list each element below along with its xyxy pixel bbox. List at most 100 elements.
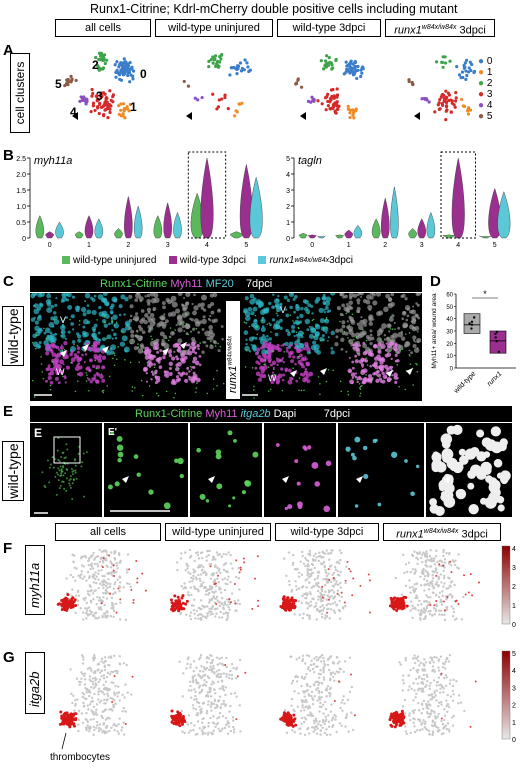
micrograph-tile bbox=[338, 423, 424, 517]
feature-point bbox=[99, 728, 103, 731]
expression-point bbox=[283, 598, 287, 602]
mf20-signal bbox=[143, 319, 148, 325]
feature-point bbox=[419, 610, 423, 613]
feature-point bbox=[92, 551, 95, 555]
umap-point bbox=[186, 84, 191, 88]
runx1-signal bbox=[35, 334, 38, 337]
feature-point bbox=[184, 551, 187, 554]
feature-point bbox=[222, 612, 226, 615]
runx1-signal bbox=[359, 392, 362, 395]
mf20-signal bbox=[291, 329, 296, 334]
runx1-signal bbox=[85, 372, 88, 374]
runx1-signal bbox=[245, 349, 248, 351]
feature-point bbox=[319, 597, 323, 601]
mf20-signal bbox=[38, 341, 42, 345]
mf20-signal bbox=[376, 337, 382, 343]
feature-point bbox=[77, 718, 81, 722]
feature-point bbox=[308, 617, 311, 621]
feature-point bbox=[416, 562, 419, 566]
feature-point bbox=[291, 679, 295, 683]
umap-point bbox=[81, 98, 85, 102]
myh11-signal bbox=[168, 367, 172, 371]
feature-point bbox=[197, 573, 200, 577]
mf20-signal bbox=[391, 314, 395, 318]
feature-point bbox=[404, 656, 407, 660]
myh11-signal bbox=[177, 346, 182, 350]
feature-point bbox=[106, 671, 110, 674]
feature-point bbox=[328, 678, 332, 682]
myh11-signal bbox=[143, 350, 149, 355]
feature-point bbox=[209, 716, 212, 720]
feature-point bbox=[97, 569, 101, 572]
expression-point bbox=[464, 593, 467, 596]
feature-point bbox=[230, 673, 234, 677]
runx1-signal bbox=[365, 373, 367, 376]
x-tick-label: 4 bbox=[456, 242, 460, 249]
feature-point bbox=[80, 573, 83, 576]
feature-point bbox=[94, 679, 97, 682]
feature-point bbox=[409, 591, 412, 594]
mf20-signal bbox=[93, 294, 97, 298]
feature-point bbox=[319, 729, 322, 732]
box bbox=[489, 330, 507, 354]
feature-point bbox=[82, 555, 85, 558]
feature-point bbox=[441, 665, 445, 669]
myh11-signal bbox=[261, 344, 266, 349]
mf20-signal bbox=[254, 324, 260, 331]
myh11-signal bbox=[156, 357, 161, 362]
myh11-signal bbox=[81, 353, 84, 357]
feature-point bbox=[324, 590, 327, 594]
feature-point bbox=[192, 660, 196, 663]
feature-point bbox=[84, 686, 87, 690]
feature-point bbox=[443, 561, 447, 564]
umap-point bbox=[460, 97, 464, 102]
feature-point bbox=[457, 553, 460, 556]
feature-point bbox=[70, 692, 73, 696]
expression-point bbox=[391, 606, 395, 610]
runx1-signal bbox=[62, 375, 64, 378]
mf20-signal bbox=[77, 338, 82, 343]
feature-point bbox=[118, 585, 121, 588]
mf20-signal bbox=[217, 308, 221, 313]
feature-point bbox=[411, 554, 415, 558]
expression-point bbox=[282, 711, 286, 715]
myh11-signal bbox=[197, 347, 200, 351]
runx1-signal bbox=[137, 343, 139, 345]
micrograph-region-label: W bbox=[56, 367, 65, 377]
feature-point bbox=[213, 608, 216, 611]
umap-point bbox=[209, 57, 213, 62]
mf20-signal bbox=[61, 296, 67, 302]
myh11-signal bbox=[359, 377, 363, 381]
feature-point bbox=[106, 694, 110, 698]
gene-label: myh11a bbox=[34, 155, 72, 167]
feature-point bbox=[312, 730, 315, 734]
myh11-signal bbox=[50, 342, 56, 348]
feature-point bbox=[421, 687, 425, 690]
myh11-signal bbox=[378, 377, 383, 381]
feature-point bbox=[92, 581, 96, 584]
feature-point bbox=[84, 555, 87, 558]
mf20-signal bbox=[266, 334, 269, 338]
mf20-signal bbox=[277, 294, 280, 298]
umap-point bbox=[211, 55, 215, 59]
feature-point bbox=[92, 658, 95, 661]
feature-point bbox=[427, 610, 430, 613]
feature-point bbox=[190, 593, 193, 597]
y-tick-label: 1.0 bbox=[16, 204, 26, 211]
runx1-signal bbox=[150, 335, 152, 338]
umap-point bbox=[70, 77, 74, 81]
mf20-signal bbox=[349, 318, 355, 323]
umap-point bbox=[325, 54, 329, 58]
myh11-signal bbox=[102, 366, 105, 369]
feature-point bbox=[102, 683, 105, 687]
feature-point bbox=[342, 695, 345, 698]
myh11-signal bbox=[257, 355, 262, 360]
umap-point bbox=[211, 92, 215, 96]
runx1-signal bbox=[252, 389, 255, 391]
mf20-signal bbox=[308, 333, 315, 339]
feature-point bbox=[320, 609, 323, 612]
feature-point bbox=[449, 695, 453, 698]
feature-point bbox=[409, 570, 412, 574]
expression-point bbox=[185, 599, 189, 603]
umap-point bbox=[352, 116, 356, 120]
